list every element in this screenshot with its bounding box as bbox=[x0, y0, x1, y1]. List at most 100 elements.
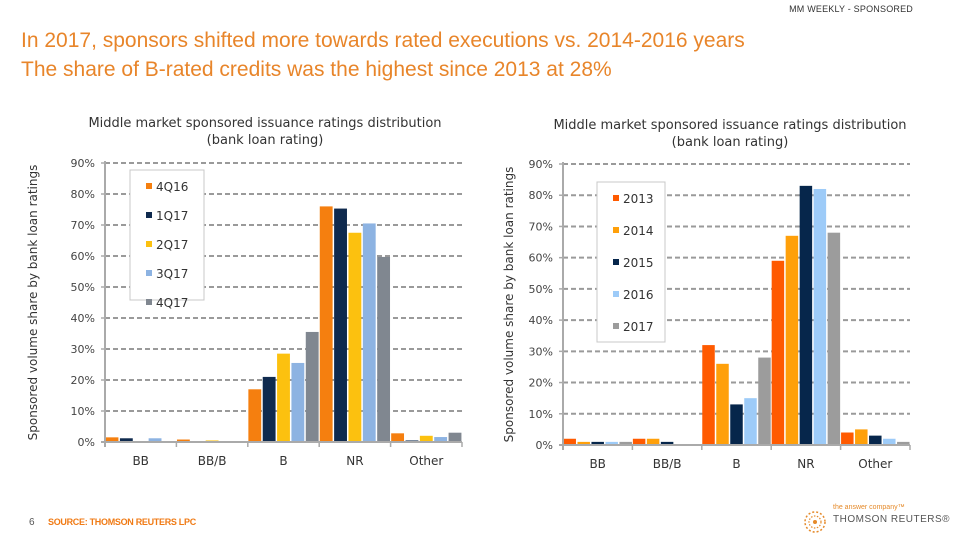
y-tick-label: 40% bbox=[71, 312, 95, 325]
y-tick-label: 50% bbox=[71, 281, 95, 294]
legend-swatch bbox=[146, 270, 152, 276]
bar-nr-3q17 bbox=[362, 223, 376, 442]
y-tick-label: 40% bbox=[529, 314, 553, 327]
bar-other-2013 bbox=[841, 432, 854, 445]
y-tick-label: 10% bbox=[529, 408, 553, 421]
legend-label: 2014 bbox=[623, 224, 654, 238]
legend-swatch bbox=[146, 299, 152, 305]
bar-b-4q17 bbox=[305, 331, 319, 442]
x-tick-label: NR bbox=[346, 454, 363, 468]
bar-b-2q17 bbox=[277, 353, 290, 442]
legend-label: 2017 bbox=[623, 320, 654, 334]
x-tick-label: B bbox=[732, 457, 740, 471]
bar-bb-3q17 bbox=[148, 438, 162, 442]
headline-line-2: The share of B-rated credits was the hig… bbox=[21, 58, 612, 81]
report-tag: MM WEEKLY - SPONSORED bbox=[789, 4, 913, 14]
source-note: SOURCE: THOMSON REUTERS LPC bbox=[48, 517, 196, 527]
legend-swatch bbox=[613, 227, 619, 233]
left-chart-title: Middle market sponsored issuance ratings… bbox=[80, 115, 450, 149]
y-tick-label: 80% bbox=[71, 188, 95, 201]
y-tick-label: 20% bbox=[529, 377, 553, 390]
left-y-axis-label: Sponsored volume share by bank loan rati… bbox=[26, 165, 40, 441]
legend-swatch bbox=[146, 241, 152, 247]
y-tick-label: 80% bbox=[529, 189, 553, 202]
brand-tagline: the answer company™ bbox=[833, 504, 905, 511]
legend-label: 1Q17 bbox=[156, 209, 188, 223]
bar-bb-4q16 bbox=[105, 437, 119, 442]
y-tick-label: 60% bbox=[529, 252, 553, 265]
right-legend: 2013 2014 2015 2016 2017 bbox=[596, 181, 666, 343]
legend-label: 4Q16 bbox=[156, 180, 188, 194]
y-tick-label: 50% bbox=[529, 283, 553, 296]
legend-swatch bbox=[146, 183, 152, 189]
y-tick-label: 90% bbox=[529, 158, 553, 171]
left-chart-title-main: Middle market sponsored issuance ratings… bbox=[88, 116, 442, 131]
bar-bb-2015 bbox=[591, 441, 604, 445]
legend-box bbox=[129, 169, 205, 301]
x-tick-label: Other bbox=[858, 457, 892, 471]
legend-label: 3Q17 bbox=[156, 267, 188, 281]
bar-other-4q17 bbox=[448, 432, 462, 442]
bar-other-3q17 bbox=[434, 437, 448, 442]
y-tick-label: 30% bbox=[71, 343, 95, 356]
left-chart-subtitle: (bank loan rating) bbox=[206, 133, 324, 148]
bar-b-4q16 bbox=[248, 389, 262, 442]
legend-label: 2016 bbox=[623, 288, 654, 302]
y-tick-label: 30% bbox=[529, 345, 553, 358]
bar-nr-2016 bbox=[813, 188, 827, 445]
bar-b-2014 bbox=[716, 363, 729, 445]
brand-globe-icon bbox=[804, 511, 826, 533]
y-tick-label: 0% bbox=[536, 439, 553, 452]
bar-other-2014 bbox=[855, 429, 868, 445]
bar-bb-b-4q16 bbox=[176, 439, 190, 442]
y-tick-label: 60% bbox=[71, 250, 95, 263]
legend-swatch bbox=[613, 323, 619, 329]
left-legend: 4Q16 1Q17 2Q17 3Q17 4Q17 bbox=[129, 169, 205, 310]
legend-swatch bbox=[613, 291, 619, 297]
bar-other-2q17 bbox=[419, 435, 433, 442]
headline-line-1: In 2017, sponsors shifted more towards r… bbox=[21, 29, 745, 52]
legend-label: 2015 bbox=[623, 256, 654, 270]
bar-nr-2015 bbox=[799, 185, 813, 445]
x-tick-label: BB bbox=[589, 457, 605, 471]
bar-nr-2q17 bbox=[348, 232, 362, 442]
bar-b-2017 bbox=[758, 357, 771, 445]
bar-bb-2013 bbox=[563, 438, 576, 445]
bar-b-3q17 bbox=[291, 362, 305, 442]
bar-bb-b-2013 bbox=[632, 438, 646, 445]
bar-bb-2016 bbox=[605, 441, 618, 445]
y-tick-label: 70% bbox=[529, 220, 553, 233]
x-tick-label: Other bbox=[409, 454, 443, 468]
bar-bb-b-2014 bbox=[646, 438, 660, 445]
bar-nr-4q17 bbox=[377, 256, 391, 442]
bar-b-2016 bbox=[744, 398, 757, 445]
bar-bb-2017 bbox=[619, 441, 632, 445]
bar-nr-2017 bbox=[827, 232, 841, 445]
bar-b-2015 bbox=[730, 404, 743, 445]
bar-nr-4q16 bbox=[319, 206, 333, 442]
bar-b-2013 bbox=[702, 345, 715, 445]
legend-box bbox=[596, 181, 666, 343]
right-y-axis-label: Sponsored volume share by bank loan rati… bbox=[502, 167, 516, 443]
y-tick-label: 20% bbox=[71, 374, 95, 387]
x-tick-label: NR bbox=[797, 457, 814, 471]
y-tick-label: 90% bbox=[71, 157, 95, 170]
bar-other-4q16 bbox=[391, 433, 405, 442]
y-tick-label: 0% bbox=[78, 436, 95, 449]
bar-nr-2013 bbox=[771, 260, 785, 445]
legend-swatch bbox=[613, 195, 619, 201]
page-number: 6 bbox=[29, 517, 35, 528]
bar-bb-2014 bbox=[577, 441, 590, 445]
brand-name: THOMSON REUTERS® bbox=[833, 514, 951, 525]
x-tick-label: BB/B bbox=[653, 457, 682, 471]
left-quarterly-chart: 0% 10% 20% 30% 40% 50% 60% 70% 80% 90% Sponsored v… bbox=[26, 157, 463, 468]
bar-nr-1q17 bbox=[334, 208, 347, 442]
bar-other-2015 bbox=[869, 435, 882, 445]
bar-nr-2014 bbox=[785, 235, 799, 445]
bar-bb-b-2015 bbox=[660, 441, 674, 445]
right-annual-chart: 0% 10% 20% 30% 40% 50% 60% 70% 80% 90% Sponsored v… bbox=[502, 158, 911, 471]
y-tick-label: 70% bbox=[71, 219, 95, 232]
legend-swatch bbox=[613, 259, 619, 265]
x-tick-label: BB/B bbox=[198, 454, 227, 468]
right-chart-title: Middle market sponsored issuance ratings… bbox=[545, 117, 915, 151]
